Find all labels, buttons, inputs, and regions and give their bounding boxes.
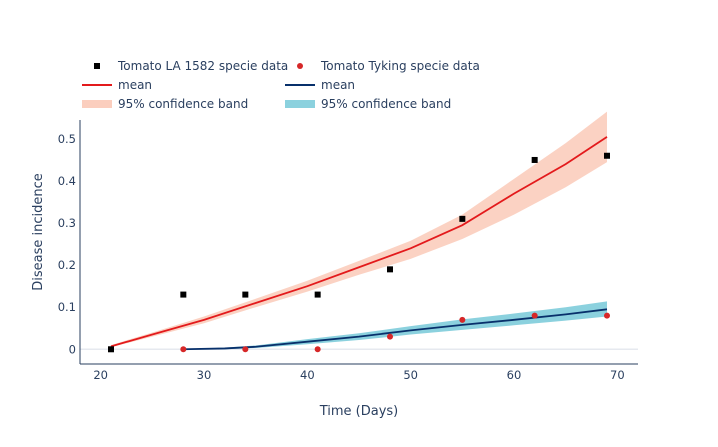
x-tick-label: 50 — [403, 368, 418, 382]
y-tick-label: 0.4 — [58, 174, 76, 188]
data-point-tyking — [180, 346, 187, 353]
legend-label: Tomato Tyking specie data — [320, 59, 480, 73]
y-tick-label: 0.5 — [58, 132, 76, 146]
legend-item[interactable]: 95% confidence band — [285, 97, 451, 111]
y-tick-label: 0.3 — [58, 216, 76, 230]
data-point-la1582 — [459, 215, 466, 222]
legend-label: 95% confidence band — [118, 97, 248, 111]
legend-band-swatch — [82, 100, 112, 108]
legend-square-marker — [94, 63, 100, 69]
legend-label: Tomato LA 1582 specie data — [117, 59, 288, 73]
data-point-tyking — [459, 316, 466, 323]
data-point-la1582 — [604, 152, 610, 159]
x-axis-title: Time (Days) — [319, 404, 399, 419]
mean-line-2 — [110, 136, 608, 348]
data-point-tyking — [242, 346, 249, 353]
data-point-la1582 — [314, 291, 321, 298]
data-point-tyking — [604, 312, 610, 319]
axes: 20 30 40 50 60 70 0 0.1 0.2 0.3 0.4 0.5 — [58, 120, 638, 382]
data-point-la1582 — [242, 291, 249, 298]
legend-label: mean — [118, 78, 152, 92]
data-point-tyking — [531, 312, 538, 319]
data-point-tyking — [314, 346, 321, 353]
legend-label: 95% confidence band — [321, 97, 451, 111]
y-axis-title: Disease incidence — [31, 173, 46, 291]
legend: Tomato LA 1582 specie data Tomato Tyking … — [82, 59, 480, 111]
plot-area — [80, 111, 638, 353]
x-tick-label: 70 — [610, 368, 625, 382]
legend-item[interactable]: Tomato LA 1582 specie data — [94, 59, 288, 73]
legend-label: mean — [321, 78, 355, 92]
data-point-la1582 — [531, 156, 538, 163]
data-point-la1582 — [180, 291, 187, 298]
data-point-tyking — [387, 333, 393, 340]
y-tick-label: 0.1 — [58, 300, 76, 314]
y-tick-label: 0 — [69, 342, 76, 356]
data-point-la1582 — [387, 266, 393, 273]
legend-item[interactable]: 95% confidence band — [82, 97, 248, 111]
legend-item[interactable]: Tomato Tyking specie data — [297, 59, 480, 73]
legend-item[interactable]: mean — [285, 78, 355, 92]
mean-line-4 — [183, 308, 608, 351]
data-point-la1582 — [108, 346, 114, 353]
legend-band-swatch — [285, 100, 315, 108]
legend-item[interactable]: mean — [82, 78, 152, 92]
x-tick-label: 40 — [300, 368, 315, 382]
x-tick-label: 20 — [93, 368, 108, 382]
x-tick-label: 30 — [197, 368, 212, 382]
legend-circle-marker — [297, 63, 303, 69]
y-tick-label: 0.2 — [58, 258, 76, 272]
x-tick-label: 60 — [507, 368, 522, 382]
